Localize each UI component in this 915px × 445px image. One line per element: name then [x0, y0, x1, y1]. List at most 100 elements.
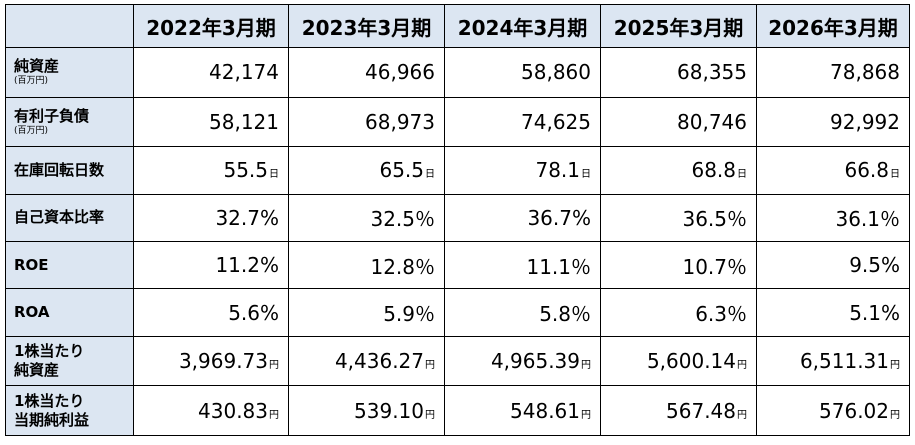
- unit: 円: [425, 360, 435, 372]
- value-cell: 32.7%: [133, 193, 289, 242]
- row-label: 1株当たり 当期純利益: [5, 385, 134, 436]
- value: 5.8％: [539, 302, 591, 327]
- row-label-text: ROE: [14, 255, 49, 274]
- value: 78.1: [535, 158, 580, 183]
- financial-table: 2022年3月期 2023年3月期 2024年3月期 2025年3月期 2026…: [5, 4, 910, 436]
- table-row-net-assets: 純資産 (百万円) 42,174 46,966 58,860 68,355 78…: [5, 47, 910, 98]
- row-label-line: 1株当たり: [14, 391, 85, 410]
- value-cell: 548.61円: [444, 385, 601, 436]
- unit: 日: [425, 169, 435, 181]
- value-cell: 65.5日: [288, 146, 445, 195]
- value: 68,973: [365, 109, 435, 134]
- value-cell: 58,121: [133, 96, 289, 148]
- value: 10.7％: [682, 254, 747, 279]
- value: 6.3％: [695, 302, 747, 327]
- value-cell: 46,966: [288, 47, 445, 98]
- value: 46,966: [365, 60, 435, 85]
- value-cell: 567.48円: [600, 385, 757, 436]
- unit: 日: [581, 169, 591, 181]
- value-cell: 32.5％: [288, 193, 445, 242]
- value: 11.1％: [526, 254, 591, 279]
- value: 36.5％: [682, 207, 747, 232]
- value-cell: 4,436.27円: [288, 335, 445, 387]
- year-header: 2023年3月期: [288, 4, 445, 48]
- value: 430.83: [198, 398, 268, 423]
- year-header: 2022年3月期: [133, 4, 289, 48]
- row-label: 有利子負債 (百万円): [5, 96, 134, 148]
- row-label-text: 純資産: [14, 57, 60, 76]
- value: 5.9％: [383, 302, 435, 327]
- value-cell: 66.8日: [756, 146, 910, 195]
- value: 11.2%: [215, 253, 279, 278]
- value: 92,992: [830, 109, 900, 134]
- value-cell: 6.3％: [600, 288, 757, 337]
- value-cell: 68,973: [288, 96, 445, 148]
- value-cell: 11.1％: [444, 240, 601, 290]
- value-cell: 4,965.39円: [444, 335, 601, 387]
- value: 68,355: [677, 60, 747, 85]
- row-label: 純資産 (百万円): [5, 47, 134, 98]
- table-row-roe: ROE 11.2% 12.8％ 11.1％ 10.7％ 9.5%: [5, 240, 910, 290]
- value-cell: 5.8％: [444, 288, 601, 337]
- unit: 円: [269, 409, 279, 421]
- value-cell: 78,868: [756, 47, 910, 98]
- value: 576.02: [819, 398, 889, 423]
- year-header: 2026年3月期: [756, 4, 910, 48]
- value-cell: 42,174: [133, 47, 289, 98]
- value-cell: 9.5%: [756, 240, 910, 290]
- unit: 円: [425, 409, 435, 421]
- row-label-text: 有利子負債: [14, 106, 90, 125]
- value-cell: 11.2%: [133, 240, 289, 290]
- value: 65.5: [379, 158, 424, 183]
- value-cell: 576.02円: [756, 385, 910, 436]
- table-row-bps: 1株当たり 純資産 3,969.73円 4,436.27円 4,965.39円 …: [5, 335, 910, 387]
- table-row-inventory-days: 在庫回転日数 55.5日 65.5日 78.1日 68.8日 66.8日: [5, 146, 910, 195]
- value-cell: 36.7%: [444, 193, 601, 242]
- unit: 日: [737, 169, 747, 181]
- value: 78,868: [830, 60, 900, 85]
- value-cell: 10.7％: [600, 240, 757, 290]
- value: 58,860: [521, 60, 591, 85]
- value: 12.8％: [370, 254, 435, 279]
- unit: 円: [581, 360, 591, 372]
- value-cell: 80,746: [600, 96, 757, 148]
- value-cell: 74,625: [444, 96, 601, 148]
- value-cell: 68,355: [600, 47, 757, 98]
- value-cell: 78.1日: [444, 146, 601, 195]
- row-label-text: 在庫回転日数: [14, 160, 105, 179]
- row-label-line: 1株当たり: [14, 342, 85, 361]
- value-cell: 5,600.14円: [600, 335, 757, 387]
- value: 548.61: [510, 398, 580, 423]
- table-row-roa: ROA 5.6% 5.9％ 5.8％ 6.3％ 5.1%: [5, 288, 910, 337]
- value: 567.48: [666, 398, 736, 423]
- unit: 円: [269, 360, 279, 372]
- value: 4,965.39: [490, 349, 580, 374]
- table-row-eps: 1株当たり 当期純利益 430.83円 539.10円 548.61円 567.…: [5, 385, 910, 436]
- value-cell: 12.8％: [288, 240, 445, 290]
- value: 5.1%: [849, 300, 900, 325]
- unit: 円: [581, 409, 591, 421]
- value-cell: 5.6%: [133, 288, 289, 337]
- value: 539.10: [354, 398, 424, 423]
- unit: 円: [737, 360, 747, 372]
- row-label-text: 自己資本比率: [14, 208, 105, 227]
- unit: 円: [890, 409, 900, 421]
- row-label-line: 当期純利益: [14, 410, 90, 429]
- value: 42,174: [209, 60, 279, 85]
- row-label: ROA: [5, 288, 134, 337]
- row-label-unit: (百万円): [14, 125, 49, 136]
- value-cell: 36.1％: [756, 193, 910, 242]
- unit: 日: [890, 169, 900, 181]
- unit: 日: [269, 169, 279, 181]
- value: 36.7%: [527, 205, 591, 230]
- unit: 円: [890, 360, 900, 372]
- table-row-interest-bearing-debt: 有利子負債 (百万円) 58,121 68,973 74,625 80,746 …: [5, 96, 910, 148]
- value-cell: 92,992: [756, 96, 910, 148]
- row-label-text: ROA: [14, 303, 50, 322]
- value: 5,600.14: [646, 349, 736, 374]
- value: 68.8: [691, 158, 736, 183]
- row-label: 自己資本比率: [5, 193, 134, 242]
- year-header: 2024年3月期: [444, 4, 601, 48]
- row-label-line: 純資産: [14, 361, 60, 380]
- value: 6,511.31: [799, 349, 889, 374]
